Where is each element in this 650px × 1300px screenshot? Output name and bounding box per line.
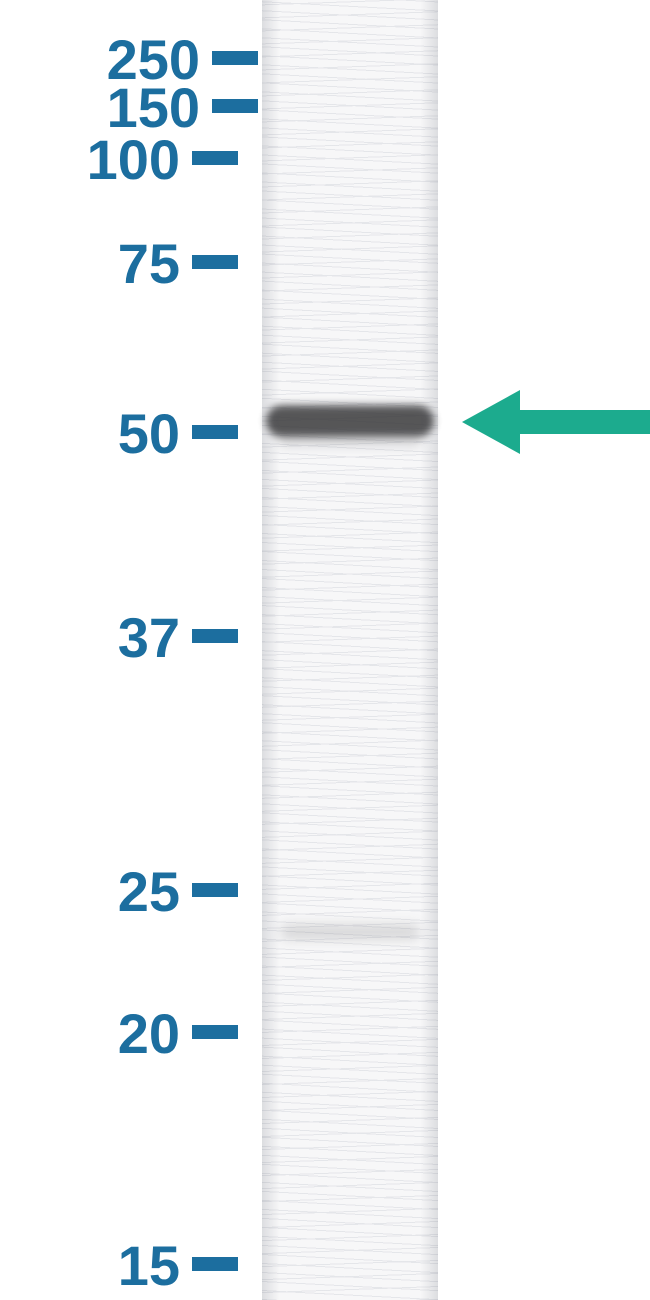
- mw-marker-tick: [192, 255, 238, 269]
- mw-marker-label: 75: [118, 231, 180, 296]
- mw-marker-tick: [192, 1025, 238, 1039]
- indicator-arrow-icon: [460, 386, 650, 458]
- mw-marker-label: 25: [118, 859, 180, 924]
- mw-marker-label: 50: [118, 401, 180, 466]
- protein-band: [280, 925, 420, 939]
- mw-marker-tick: [192, 1257, 238, 1271]
- mw-marker-tick: [212, 51, 258, 65]
- blot-lane: [262, 0, 438, 1300]
- mw-marker-label: 37: [118, 605, 180, 670]
- mw-marker-label: 15: [118, 1233, 180, 1298]
- western-blot-figure: 250150100755037252015: [0, 0, 650, 1300]
- mw-marker-tick: [192, 425, 238, 439]
- mw-marker-tick: [192, 151, 238, 165]
- mw-marker-label: 100: [87, 127, 180, 192]
- mw-marker-tick: [192, 883, 238, 897]
- mw-marker-tick: [192, 629, 238, 643]
- mw-marker-label: 20: [118, 1001, 180, 1066]
- protein-band: [266, 405, 434, 437]
- mw-marker-tick: [212, 99, 258, 113]
- protein-band: [278, 436, 422, 444]
